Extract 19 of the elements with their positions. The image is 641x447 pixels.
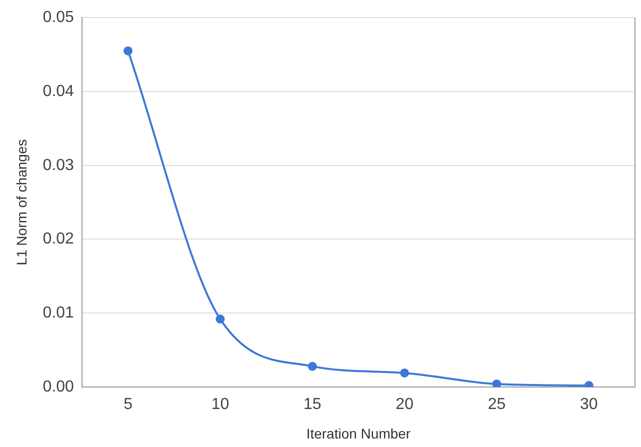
point bbox=[400, 368, 410, 378]
y-tick-label: 0.02 bbox=[42, 230, 74, 248]
y-tick-label: 0.03 bbox=[42, 156, 74, 174]
x-tick-label: 30 bbox=[580, 396, 598, 414]
y-tick-label: 0.04 bbox=[42, 82, 74, 100]
point bbox=[216, 314, 225, 324]
y-tick-label: 0.00 bbox=[42, 378, 74, 396]
y-axis-title: L1 Norm of changes bbox=[13, 139, 30, 266]
x-tick-label: 10 bbox=[211, 396, 230, 414]
point bbox=[124, 46, 133, 56]
x-tick-label: 25 bbox=[488, 396, 506, 414]
x-tick-label: 15 bbox=[303, 396, 322, 414]
point bbox=[308, 362, 317, 371]
x-axis-title: Iteration Number bbox=[306, 425, 411, 442]
y-tick-label: 0.01 bbox=[42, 304, 74, 322]
x-tick-label: 20 bbox=[396, 396, 414, 414]
point bbox=[492, 380, 502, 387]
x-tick-label: 5 bbox=[124, 396, 133, 414]
y-tick-label: 0.05 bbox=[42, 9, 74, 26]
